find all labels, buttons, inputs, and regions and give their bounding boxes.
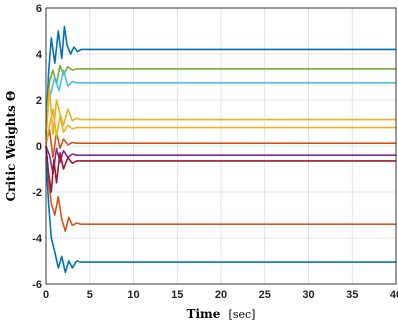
x-tick-label: 5: [87, 289, 93, 301]
plot-area-box: [45, 7, 397, 285]
x-tick-labels: 0 5 10 15 20 25 30 35 40: [43, 289, 398, 301]
x-tick-label: 25: [259, 289, 271, 301]
series-line-1: [45, 25, 396, 135]
y-tick-label: 4: [36, 49, 43, 61]
series-lines: [45, 25, 396, 274]
series-line-10: [45, 157, 396, 274]
x-axis-label: Time: [187, 307, 221, 321]
y-tick-label: -6: [32, 279, 42, 291]
x-tick-label: 40: [390, 289, 398, 301]
y-tick-label: 0: [36, 141, 42, 153]
series-line-2: [45, 64, 396, 124]
y-tick-label: -2: [32, 187, 42, 199]
y-tick-label: 2: [36, 95, 42, 107]
x-tick-label: 15: [171, 289, 183, 301]
series-line-9: [45, 145, 396, 193]
x-tick-label: 20: [215, 289, 227, 301]
y-tick-label: 6: [36, 3, 42, 15]
x-axis-title: Time [sec]: [187, 307, 256, 321]
x-tick-label: 30: [302, 289, 314, 301]
series-line-6: [45, 129, 396, 159]
x-tick-label: 35: [346, 289, 358, 301]
y-tick-label: -4: [32, 233, 43, 245]
series-line-7: [45, 108, 396, 147]
x-axis-unit: [sec]: [229, 308, 256, 321]
y-axis-title: Critic Weights Θ: [4, 91, 18, 202]
series-line-3: [45, 69, 396, 112]
y-tick-labels: 6 4 2 0 -2 -4 -6: [32, 3, 43, 291]
series-line-5: [45, 145, 396, 232]
x-tick-label: 0: [43, 289, 49, 301]
x-tick-label: 10: [127, 289, 139, 301]
